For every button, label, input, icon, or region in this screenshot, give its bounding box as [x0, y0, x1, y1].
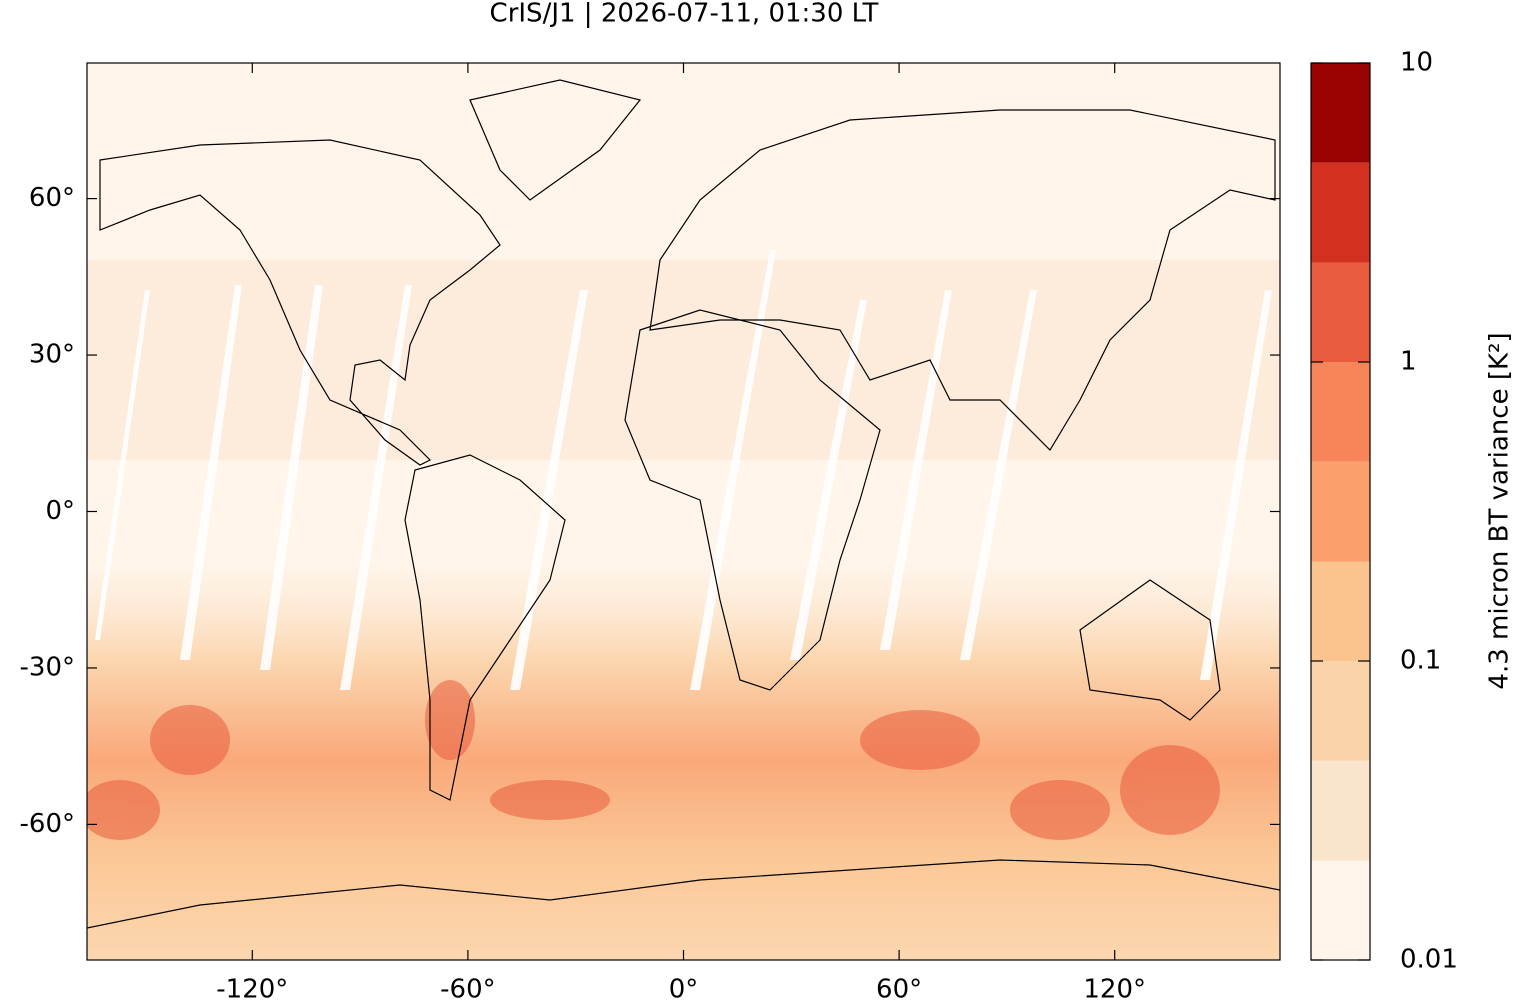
y-tick-label: -30°	[20, 652, 75, 682]
colorbar-band	[1311, 760, 1370, 861]
coastlines	[87, 79, 1280, 929]
colorbar-band	[1311, 63, 1370, 163]
swath-gaps	[95, 250, 1272, 690]
x-tick-label: 120°	[1083, 975, 1146, 1002]
colorbar-tick-label: 10	[1400, 48, 1433, 78]
y-tick-label: 30°	[29, 340, 75, 370]
colorbar-band	[1311, 461, 1370, 562]
map-field	[87, 63, 1280, 960]
colorbar-band	[1311, 661, 1370, 761]
y-tick-label: 60°	[29, 183, 75, 213]
colorbar-band	[1311, 561, 1370, 661]
colorbar-frame	[1310, 62, 1371, 961]
x-tick-label: -120°	[216, 975, 288, 1002]
colorbar-band	[1311, 262, 1370, 362]
colorbar-tick-label: 1	[1400, 347, 1417, 377]
colorbar-band	[1311, 860, 1370, 960]
colorbar-band	[1311, 362, 1370, 462]
y-tick-label: 0°	[45, 496, 75, 526]
x-tick-label: 0°	[669, 975, 699, 1002]
field-south	[87, 560, 1280, 960]
colorbar-label: 4.3 micron BT variance [K²]	[1485, 332, 1515, 689]
x-tick-label: -60°	[440, 975, 495, 1002]
colorbar-tick-label: 0.1	[1400, 646, 1441, 676]
y-tick-label: -60°	[20, 809, 75, 839]
colorbar-band	[1311, 162, 1370, 263]
chart-title: CrIS/J1 | 2026-07-11, 01:30 LT	[490, 0, 879, 29]
x-tick-label: 60°	[876, 975, 922, 1002]
field-blobs	[87, 680, 1220, 840]
field-mid	[87, 260, 1280, 460]
colorbar-tick-label: 0.01	[1400, 945, 1458, 975]
